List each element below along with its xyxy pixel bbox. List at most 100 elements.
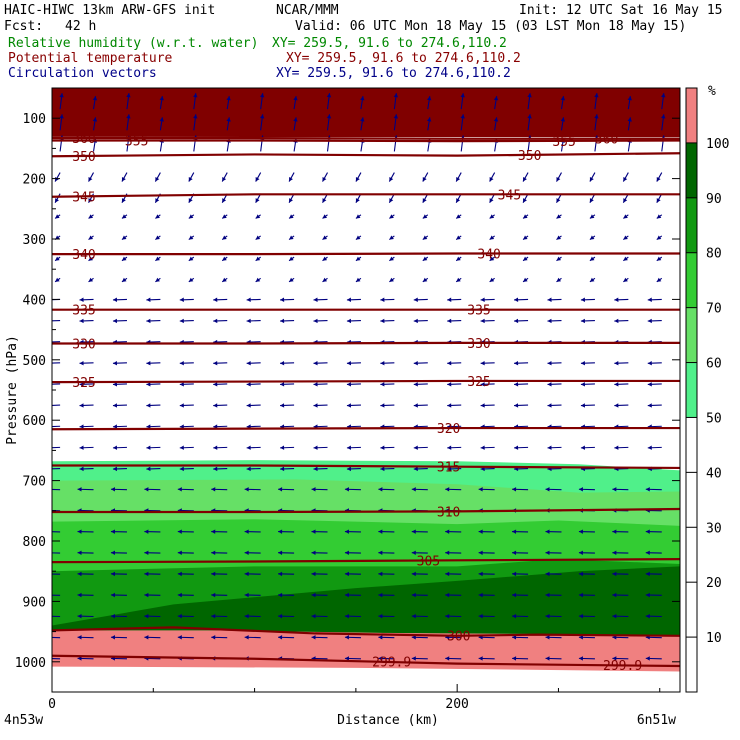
wind-vector-head bbox=[478, 487, 483, 492]
wind-vector-head bbox=[313, 466, 318, 472]
wind-vector-head bbox=[146, 424, 151, 429]
isentrope-325 bbox=[52, 379, 680, 384]
wind-vector-head bbox=[422, 277, 428, 282]
wind-vector-head bbox=[427, 96, 432, 101]
colorbar-segment bbox=[686, 417, 697, 473]
wind-vector-head bbox=[46, 446, 50, 450]
isentrope-label: 299.9 bbox=[603, 659, 642, 674]
wind-vector-head bbox=[179, 445, 184, 450]
wind-vector-head bbox=[213, 403, 218, 408]
wind-vector-head bbox=[244, 592, 249, 598]
wind-vector-head bbox=[79, 360, 84, 366]
wind-vector-head bbox=[512, 635, 517, 640]
wind-vector-head bbox=[578, 550, 583, 555]
wind-vector-head bbox=[77, 656, 82, 661]
wind-vector-head bbox=[661, 93, 666, 98]
wind-vector-head bbox=[44, 614, 48, 618]
colorbar-segment bbox=[686, 362, 697, 418]
isentrope-310 bbox=[52, 507, 680, 514]
wind-vector-head bbox=[411, 656, 416, 661]
colorbar-label: 30 bbox=[706, 521, 722, 536]
wind-vector-head bbox=[144, 550, 149, 555]
wind-vector-head bbox=[514, 297, 519, 302]
wind-vector-head bbox=[88, 277, 94, 282]
wind-vector-head bbox=[447, 382, 452, 387]
wind-vector-head bbox=[346, 318, 352, 324]
wind-vector-head bbox=[293, 117, 298, 122]
wind-vector-head bbox=[578, 529, 583, 534]
wind-vector-head bbox=[193, 114, 198, 119]
wind-vector-head bbox=[79, 297, 84, 302]
isentrope-label: 299.9 bbox=[372, 656, 411, 671]
wind-vector bbox=[52, 446, 61, 449]
colorbar-frame bbox=[685, 87, 698, 693]
wind-vector-head bbox=[478, 656, 483, 661]
wind-vector-head bbox=[121, 256, 127, 261]
isentrope-340 bbox=[52, 252, 680, 256]
colorbar-label: 20 bbox=[706, 576, 722, 591]
wind-vector-head bbox=[480, 445, 485, 450]
wind-vector-head bbox=[512, 571, 517, 577]
wind-vector-head bbox=[311, 614, 316, 619]
wind-vector-head bbox=[211, 614, 216, 619]
wind-vector-head bbox=[311, 487, 316, 492]
colorbar-segment bbox=[686, 252, 697, 308]
wind-vector-head bbox=[278, 635, 283, 640]
wind-vector-head bbox=[92, 117, 98, 122]
wind-vector-head bbox=[177, 592, 182, 598]
wind-vector bbox=[52, 362, 61, 364]
wind-vector-head bbox=[213, 297, 218, 302]
wind-vector-head bbox=[480, 360, 485, 366]
wind-vector-head bbox=[612, 571, 617, 577]
isentrope-label: 315 bbox=[437, 461, 460, 476]
wind-vector-head bbox=[179, 466, 184, 472]
wind-vector-head bbox=[545, 614, 550, 619]
isentrope-350 bbox=[52, 152, 680, 158]
wind-vector-head bbox=[656, 277, 662, 282]
wind-vector-head bbox=[177, 550, 182, 555]
wind-vector-head bbox=[222, 235, 227, 240]
wind-vector-head bbox=[527, 93, 532, 98]
wind-vector-head bbox=[545, 592, 550, 598]
colorbar-segment bbox=[686, 472, 697, 528]
wind-vector-head bbox=[612, 529, 617, 534]
wind-vector-head bbox=[612, 487, 617, 492]
wind-vector-head bbox=[280, 403, 285, 408]
wind-vector-head bbox=[112, 424, 118, 429]
wind-vector-head bbox=[46, 319, 50, 323]
y-tick-label: 200 bbox=[23, 173, 46, 188]
wind-vector-head bbox=[589, 277, 595, 282]
wind-vector-head bbox=[645, 592, 650, 598]
wind-vector-head bbox=[656, 214, 662, 219]
isentrope-345 bbox=[52, 193, 680, 198]
wind-vector-head bbox=[612, 550, 617, 555]
wind-vector-head bbox=[344, 487, 349, 492]
wind-vector-head bbox=[523, 214, 528, 219]
isentrope-300 bbox=[52, 626, 680, 637]
wind-vector-head bbox=[578, 571, 583, 577]
wind-vector-head bbox=[246, 318, 251, 324]
wind-vector-head bbox=[322, 277, 328, 282]
wind-vector-head bbox=[55, 256, 60, 261]
wind-vector bbox=[52, 383, 61, 385]
wind-vector-head bbox=[413, 382, 418, 387]
theta-field-title: Potential temperature bbox=[8, 51, 173, 66]
wind-vector-head bbox=[88, 214, 94, 219]
vector-field-xy: XY= 259.5, 91.6 to 274.6,110.2 bbox=[276, 66, 511, 81]
wind-vector-head bbox=[447, 466, 452, 472]
wind-vector-head bbox=[480, 403, 485, 408]
wind-vector-head bbox=[222, 176, 227, 182]
wind-vector-head bbox=[79, 445, 84, 450]
wind-vector-head bbox=[360, 117, 365, 122]
wind-vector-head bbox=[110, 614, 116, 619]
isentrope-label: 350 bbox=[518, 149, 541, 164]
wind-vector-head bbox=[213, 445, 218, 450]
wind-vector-head bbox=[88, 176, 93, 182]
wind-vector-head bbox=[280, 466, 285, 472]
wind-vector-head bbox=[289, 198, 293, 203]
y-tick-label: 100 bbox=[23, 112, 46, 127]
wind-vector-head bbox=[411, 571, 416, 577]
wind-vector-head bbox=[447, 318, 452, 324]
isentrope-label: 300 bbox=[447, 630, 470, 645]
